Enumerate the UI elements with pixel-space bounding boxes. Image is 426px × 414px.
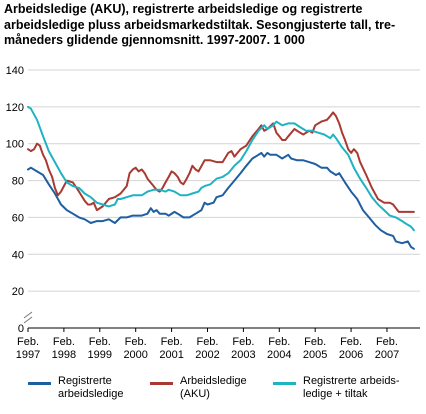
legend-label: Arbeidsledige (AKU) (180, 375, 247, 400)
axis-break-mark (23, 316, 33, 324)
y-tick-label: 40 (12, 249, 24, 261)
y-tick-label: 20 (12, 286, 24, 298)
line-chart: 0 20 40 60 80 100 120 140 Feb. 1997 Feb. 1998 Feb. 19… (6, 65, 420, 361)
x-tick-label: Feb. 2004 (267, 336, 291, 361)
chart-legend: Registrerte arbeidsledige Arbeidsledige … (0, 375, 426, 414)
y-tick-label: 80 (12, 176, 24, 188)
x-tick-label: Feb. 2006 (339, 336, 363, 361)
chart-title-line: arbeidsledige pluss arbeidsmarkedstiltak… (4, 17, 396, 32)
legend-swatch (150, 382, 173, 385)
series-line (27, 111, 415, 213)
x-tick-label: Feb. 1999 (88, 336, 112, 361)
chart-title-line: måneders glidende gjennomsnitt. 1997-200… (4, 33, 305, 47)
series-line (27, 105, 415, 232)
x-tick-label: Feb. 1997 (16, 336, 40, 361)
x-tick-label: Feb. 2003 (231, 336, 255, 361)
y-tick-label: 60 (12, 212, 24, 224)
x-tick-label: Feb. 2005 (303, 336, 327, 361)
series-line (27, 151, 415, 250)
x-tick-label: Feb. 2001 (159, 336, 183, 361)
y-tick-label: 0 (18, 323, 24, 335)
legend-item: Registrerte arbeidsledige (28, 375, 123, 401)
y-tick-label: 120 (6, 102, 24, 114)
axis-break-mark (23, 311, 33, 319)
legend-item: Arbeidsledige (AKU) (150, 375, 247, 401)
legend-swatch (28, 382, 51, 385)
x-tick-label: Feb. 2002 (195, 336, 219, 361)
chart-title-line: Arbeidsledige (AKU), registrerte arbeids… (4, 2, 363, 16)
chart-title: Arbeidsledige (AKU), registrerte arbeids… (4, 2, 424, 49)
x-tick-label: Feb. 2007 (375, 336, 399, 361)
legend-label: Registrerte arbeidsledige (58, 375, 124, 400)
legend-label: Registrerte arbeids- ledige + tiltak (303, 375, 400, 400)
y-tick-label: 140 (6, 65, 24, 77)
legend-item: Registrerte arbeids- ledige + tiltak (273, 375, 400, 401)
x-tick-label: Feb. 1998 (52, 336, 76, 361)
legend-swatch (273, 382, 296, 385)
y-tick-label: 100 (6, 139, 24, 151)
x-tick-label: Feb. 2000 (123, 336, 147, 361)
